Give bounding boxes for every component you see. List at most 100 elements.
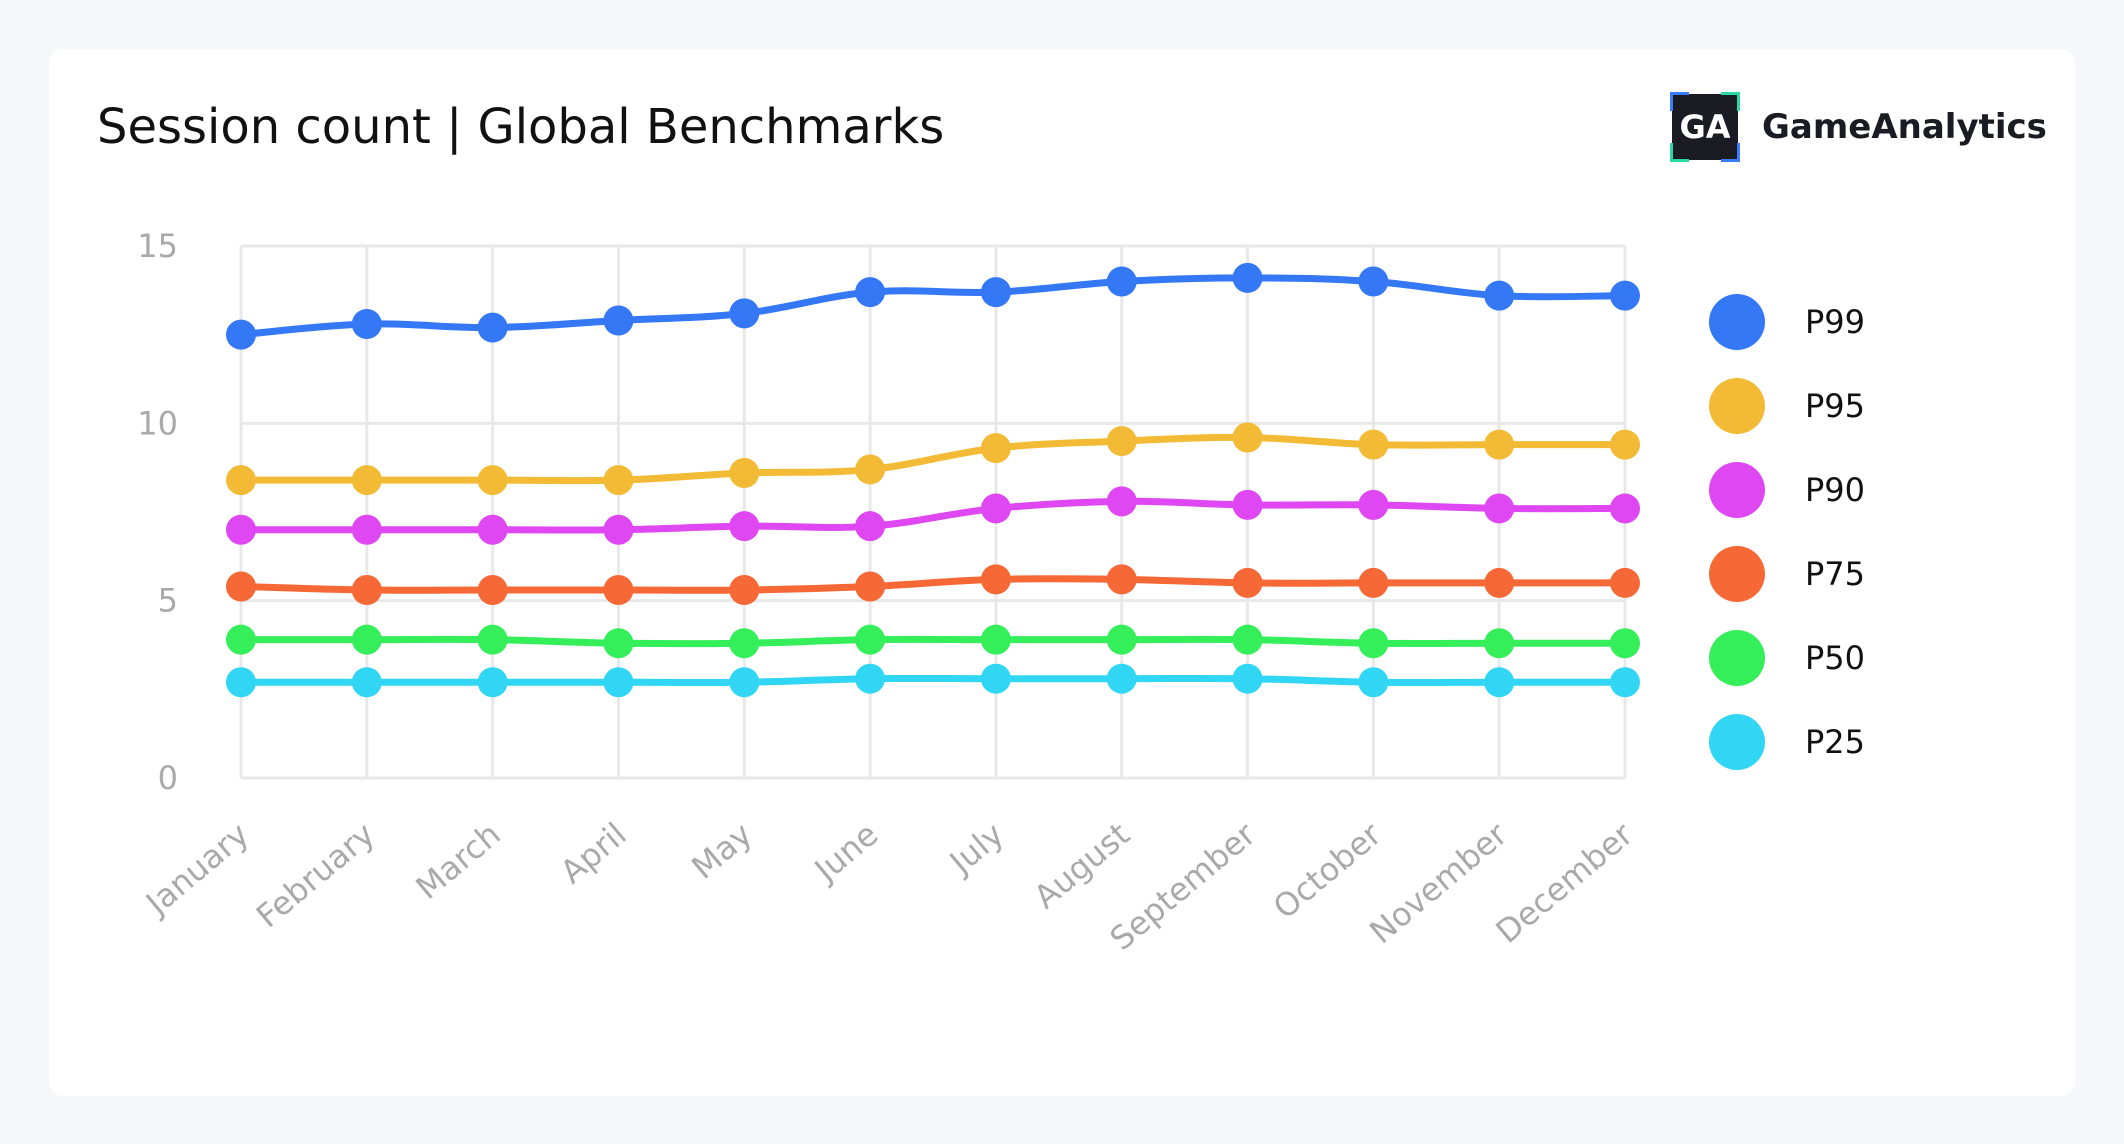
- data-point-p50: [1358, 628, 1389, 659]
- y-tick-label: 5: [158, 582, 178, 620]
- data-point-p95: [1484, 429, 1515, 460]
- data-point-p99: [729, 298, 760, 329]
- x-tick-label: November: [1362, 814, 1515, 951]
- data-point-p75: [1106, 564, 1137, 595]
- data-point-p25: [1358, 667, 1389, 698]
- series-line-p95: [237, 433, 1629, 485]
- x-tick-label: March: [409, 815, 508, 907]
- data-point-p99: [477, 312, 508, 343]
- x-tick-label: February: [249, 815, 382, 935]
- series-line-p90: [237, 497, 1629, 534]
- data-point-p75: [603, 575, 634, 606]
- data-point-p90: [1610, 493, 1640, 524]
- y-tick-label: 10: [137, 404, 178, 442]
- legend-item-p99: P99: [1709, 280, 1865, 364]
- data-point-p90: [226, 514, 256, 545]
- y-tick-label: 0: [158, 759, 178, 797]
- legend-label: P90: [1805, 471, 1866, 509]
- data-point-p25: [477, 667, 508, 698]
- data-point-p95: [603, 465, 634, 496]
- legend-label: P95: [1805, 387, 1866, 425]
- data-point-p90: [477, 514, 508, 545]
- data-point-p25: [603, 667, 634, 698]
- data-point-p99: [980, 277, 1011, 308]
- data-point-p95: [1610, 429, 1640, 460]
- legend-item-p25: P25: [1709, 700, 1865, 784]
- legend-swatch: [1709, 378, 1765, 434]
- data-point-p50: [855, 624, 886, 655]
- data-point-p95: [1232, 422, 1263, 453]
- legend-item-p90: P90: [1709, 448, 1865, 532]
- data-point-p95: [351, 465, 382, 496]
- data-point-p25: [1106, 663, 1137, 694]
- data-point-p75: [980, 564, 1011, 595]
- data-point-p75: [1232, 567, 1263, 598]
- series-line-p25: [237, 674, 1629, 687]
- data-point-p75: [226, 571, 256, 602]
- x-tick-label: July: [941, 815, 1011, 882]
- data-point-p50: [1484, 628, 1515, 659]
- data-point-p50: [1106, 624, 1137, 655]
- data-point-p95: [477, 465, 508, 496]
- data-point-p25: [351, 667, 382, 698]
- data-point-p75: [477, 575, 508, 606]
- data-point-p99: [1358, 266, 1389, 297]
- data-point-p95: [980, 433, 1011, 464]
- data-point-p90: [351, 514, 382, 545]
- x-tick-label: December: [1489, 814, 1641, 950]
- data-point-p99: [1610, 280, 1640, 311]
- data-point-p25: [1610, 667, 1640, 698]
- data-point-p95: [1106, 426, 1137, 457]
- data-point-p75: [1610, 567, 1640, 598]
- data-point-p90: [603, 514, 634, 545]
- data-point-p25: [1484, 667, 1515, 698]
- legend-label: P25: [1805, 723, 1866, 761]
- data-point-p99: [1106, 266, 1137, 297]
- data-point-p75: [1358, 567, 1389, 598]
- data-point-p25: [855, 663, 886, 694]
- series-line-p75: [237, 575, 1629, 594]
- legend-swatch: [1709, 546, 1765, 602]
- data-point-p50: [1232, 624, 1263, 655]
- data-point-p75: [1484, 567, 1515, 598]
- data-point-p75: [729, 575, 760, 606]
- x-tick-label: June: [806, 815, 885, 890]
- legend-item-p75: P75: [1709, 532, 1865, 616]
- data-point-p50: [226, 624, 256, 655]
- data-point-p50: [729, 628, 760, 659]
- data-point-p99: [351, 309, 382, 340]
- y-tick-label: 15: [137, 227, 178, 265]
- x-tick-label: April: [553, 815, 633, 891]
- data-point-p50: [477, 624, 508, 655]
- legend-label: P75: [1805, 555, 1866, 593]
- data-point-p90: [1232, 489, 1263, 520]
- data-point-p99: [855, 277, 886, 308]
- data-point-p50: [980, 624, 1011, 655]
- data-point-p99: [1484, 280, 1515, 311]
- gameanalytics-logo-icon: GA: [1670, 92, 1740, 162]
- data-point-p90: [1484, 493, 1515, 524]
- legend-swatch: [1709, 462, 1765, 518]
- legend-swatch: [1709, 714, 1765, 770]
- data-point-p25: [980, 663, 1011, 694]
- data-point-p25: [226, 667, 256, 698]
- chart-legend: P99 P95 P90 P75 P50 P25: [1709, 280, 1865, 784]
- data-point-p90: [855, 511, 886, 542]
- legend-swatch: [1709, 294, 1765, 350]
- data-point-p90: [980, 493, 1011, 524]
- logo-text: GA: [1679, 108, 1731, 146]
- data-point-p95: [226, 465, 256, 496]
- data-point-p95: [1358, 429, 1389, 460]
- data-point-p75: [855, 571, 886, 602]
- legend-label: P50: [1805, 639, 1866, 677]
- chart-title: Session count | Global Benchmarks: [97, 99, 945, 155]
- data-point-p90: [1106, 486, 1137, 517]
- data-point-p99: [1232, 262, 1263, 293]
- data-point-p50: [1610, 628, 1640, 659]
- data-point-p25: [729, 667, 760, 698]
- series-line-p99: [237, 274, 1629, 339]
- data-point-p90: [729, 511, 760, 542]
- legend-label: P99: [1805, 303, 1866, 341]
- brand-name: GameAnalytics: [1762, 107, 2047, 147]
- data-point-p99: [226, 319, 256, 350]
